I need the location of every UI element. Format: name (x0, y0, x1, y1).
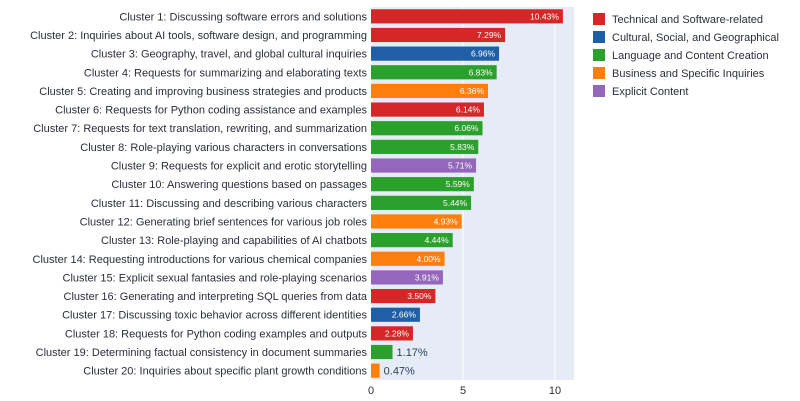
category-label: Cluster 14: Requesting introductions for… (33, 254, 368, 266)
category-label: Cluster 12: Generating brief sentences f… (80, 216, 368, 228)
value-label: 3.91% (415, 272, 440, 282)
value-label: 6.14% (456, 105, 481, 115)
plot-area (371, 7, 574, 380)
bar-cluster-17 (371, 307, 420, 322)
bar-cluster-9 (371, 158, 477, 173)
x-tick-label: 5 (460, 385, 466, 397)
category-label: Cluster 18: Requests for Python coding e… (65, 328, 368, 340)
bar-cluster-3 (371, 46, 500, 61)
value-label: 6.83% (469, 67, 494, 77)
value-label: 2.28% (385, 328, 410, 338)
category-label: Cluster 4: Requests for summarizing and … (84, 67, 368, 79)
value-label: 2.66% (392, 310, 417, 320)
bar-series (371, 9, 563, 378)
bar-cluster-18 (371, 326, 413, 341)
value-label: 5.83% (450, 142, 475, 152)
bar-cluster-12 (371, 214, 462, 229)
bar-cluster-11 (371, 195, 472, 210)
category-label: Cluster 10: Answering questions based on… (111, 179, 367, 191)
category-label: Cluster 1: Discussing software errors an… (119, 11, 367, 23)
bar-cluster-8 (371, 139, 479, 154)
legend-swatch (593, 49, 605, 61)
legend-item-label: Business and Specific Inquiries (612, 68, 765, 80)
bar-cluster-7 (371, 121, 483, 136)
value-label: 6.96% (471, 49, 496, 59)
category-label: Cluster 17: Discussing toxic behavior ac… (62, 310, 367, 322)
bar-cluster-2 (371, 27, 506, 43)
value-label: 6.06% (454, 123, 479, 133)
bar-cluster-5 (371, 83, 489, 99)
legend-swatch (593, 85, 605, 97)
bar-cluster-19 (371, 344, 393, 360)
value-label: 3.50% (407, 291, 432, 301)
legend-swatch (593, 31, 605, 43)
legend-swatch (593, 67, 605, 79)
category-label: Cluster 11: Discussing and describing va… (91, 198, 368, 210)
value-label: 10.43% (530, 11, 559, 21)
value-label: 5.59% (446, 179, 471, 189)
value-label: 7.29% (477, 30, 502, 40)
legend-item-label: Cultural, Social, and Geographical (612, 32, 779, 44)
value-label: 1.17% (397, 347, 428, 359)
value-labels: 10.43% 7.29% 6.96% 6.83% 6.36% 6.14% 6.06% 5.83… (384, 11, 560, 377)
category-label: Cluster 20: Inquiries about specific pla… (83, 366, 367, 378)
bar-cluster-4 (371, 65, 497, 80)
bar-cluster-6 (371, 102, 484, 117)
value-label: 5.44% (443, 198, 468, 208)
bar-cluster-16 (371, 288, 436, 304)
bar-cluster-10 (371, 177, 474, 192)
value-label: 4.93% (434, 216, 459, 226)
category-label: Cluster 8: Role-playing various characte… (80, 142, 367, 154)
category-label: Cluster 5: Creating and improving busine… (39, 86, 367, 98)
value-label: 0.47% (384, 366, 415, 378)
legend: Technical and Software-related Cultural, … (593, 13, 779, 98)
category-label: Cluster 2: Inquiries about AI tools, sof… (30, 30, 367, 42)
value-label: 6.36% (460, 86, 485, 96)
category-label: Cluster 6: Requests for Python coding as… (55, 105, 367, 117)
category-label: Cluster 3: Geography, travel, and global… (91, 49, 368, 61)
category-label: Cluster 19: Determining factual consiste… (36, 347, 368, 359)
bar-cluster-1 (371, 9, 563, 24)
legend-item-label: Language and Content Creation (612, 50, 769, 62)
x-axis-ticks: 0 5 10 (368, 385, 561, 397)
category-label: Cluster 9: Requests for explicit and ero… (111, 161, 367, 173)
legend-item-label: Technical and Software-related (612, 14, 763, 26)
category-label: Cluster 7: Requests for text translation… (33, 123, 367, 135)
bar-cluster-20 (371, 363, 380, 378)
x-tick-label: 0 (368, 385, 374, 397)
category-label: Cluster 15: Explicit sexual fantasies an… (63, 272, 368, 284)
category-labels: Cluster 1: Discussing software errors an… (30, 11, 368, 377)
x-tick-label: 10 (549, 385, 561, 397)
category-label: Cluster 13: Role-playing and capabilitie… (101, 235, 367, 247)
legend-swatch (593, 13, 605, 25)
category-label: Cluster 16: Generating and interpreting … (64, 291, 368, 303)
value-label: 5.71% (448, 161, 473, 171)
bar-cluster-15 (371, 270, 443, 285)
value-label: 4.00% (416, 254, 441, 264)
legend-item-label: Explicit Content (612, 86, 688, 98)
value-label: 4.44% (425, 235, 450, 245)
bar-cluster-13 (371, 233, 453, 248)
bar-cluster-14 (371, 251, 445, 266)
